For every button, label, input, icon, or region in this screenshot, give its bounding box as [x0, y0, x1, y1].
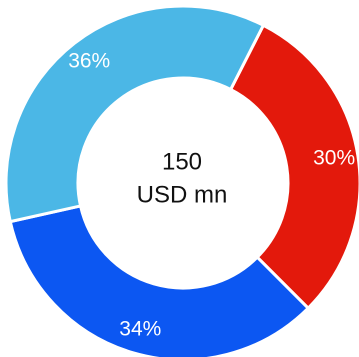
center-value: 150 [162, 148, 202, 175]
slice-label: 30% [313, 147, 355, 170]
slice-label: 34% [119, 317, 161, 340]
center-unit: USD mn [137, 181, 228, 208]
slice-label: 36% [68, 50, 110, 73]
